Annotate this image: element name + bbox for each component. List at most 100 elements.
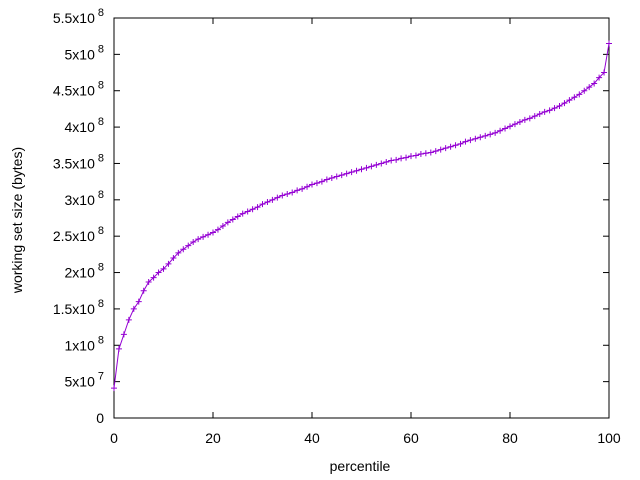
tick-mantissa: 3.5x10 bbox=[53, 155, 95, 171]
point-marker bbox=[606, 40, 612, 47]
point-marker bbox=[536, 111, 543, 117]
point-marker bbox=[482, 132, 489, 139]
x-tick-label: 80 bbox=[502, 430, 518, 446]
point-marker bbox=[135, 298, 142, 305]
tick-mantissa: 3x10 bbox=[65, 192, 96, 208]
point-marker bbox=[214, 226, 221, 233]
point-marker bbox=[289, 189, 296, 196]
point-marker bbox=[591, 80, 598, 87]
point-marker bbox=[363, 164, 370, 171]
point-marker bbox=[299, 185, 306, 192]
point-marker bbox=[442, 145, 449, 152]
point-marker bbox=[234, 213, 241, 220]
y-tick-label: 1x10 8 bbox=[65, 334, 104, 353]
y-tick-label: 2.5x10 8 bbox=[53, 225, 104, 244]
point-marker bbox=[333, 173, 340, 180]
tick-mantissa: 4.5x10 bbox=[53, 83, 95, 99]
y-axis-label: working set size (bytes) bbox=[9, 147, 25, 294]
tick-exponent: 8 bbox=[98, 225, 104, 237]
point-marker bbox=[383, 159, 390, 165]
tick-exponent: 8 bbox=[98, 189, 104, 201]
point-marker bbox=[170, 255, 177, 261]
x-tick-label: 60 bbox=[403, 430, 419, 446]
point-marker bbox=[125, 316, 132, 323]
point-marker bbox=[205, 231, 212, 238]
tick-mantissa: 5x10 bbox=[65, 46, 96, 62]
point-marker bbox=[561, 100, 568, 107]
x-tick-label: 40 bbox=[304, 430, 320, 446]
point-marker bbox=[403, 154, 410, 161]
y-tick-label: 5x10 7 bbox=[65, 371, 104, 390]
point-marker bbox=[398, 155, 405, 162]
x-axis-label: percentile bbox=[330, 458, 391, 474]
point-marker bbox=[417, 151, 424, 157]
y-tick-label: 3x10 8 bbox=[65, 189, 104, 208]
point-marker bbox=[477, 134, 484, 141]
point-marker bbox=[274, 194, 281, 201]
point-marker bbox=[279, 192, 286, 199]
point-marker bbox=[145, 279, 152, 285]
point-marker bbox=[596, 74, 603, 81]
point-marker bbox=[487, 131, 494, 138]
y-tick-label: 0 bbox=[96, 410, 104, 426]
point-marker bbox=[511, 121, 518, 128]
x-tick-label: 0 bbox=[110, 430, 118, 446]
y-tick-label: 5.5x10 8 bbox=[53, 7, 104, 26]
point-marker bbox=[502, 125, 509, 132]
y-tick-label: 4.5x10 8 bbox=[53, 80, 104, 99]
point-marker bbox=[313, 180, 320, 187]
point-marker bbox=[249, 206, 256, 213]
tick-exponent: 7 bbox=[98, 371, 104, 383]
point-marker bbox=[576, 91, 583, 98]
point-marker bbox=[571, 94, 578, 101]
point-marker bbox=[393, 156, 400, 163]
point-marker bbox=[165, 260, 172, 267]
point-marker bbox=[432, 148, 439, 155]
point-marker bbox=[447, 143, 454, 150]
tick-mantissa: 5.5x10 bbox=[53, 10, 95, 26]
x-tick-label: 100 bbox=[597, 430, 621, 446]
tick-exponent: 8 bbox=[98, 43, 104, 55]
point-marker bbox=[472, 135, 479, 142]
point-marker bbox=[516, 119, 523, 125]
tick-exponent: 8 bbox=[98, 80, 104, 92]
tick-exponent: 8 bbox=[98, 116, 104, 128]
tick-mantissa: 1x10 bbox=[65, 337, 96, 353]
point-marker bbox=[526, 115, 533, 122]
point-marker bbox=[427, 149, 434, 156]
point-marker bbox=[180, 246, 187, 253]
point-marker bbox=[259, 201, 266, 208]
point-marker bbox=[155, 269, 162, 276]
point-marker bbox=[185, 242, 192, 249]
point-marker bbox=[556, 103, 563, 109]
point-marker bbox=[130, 305, 137, 312]
point-marker bbox=[467, 137, 474, 144]
tick-mantissa: 2x10 bbox=[65, 265, 96, 281]
point-marker bbox=[150, 274, 157, 281]
point-marker bbox=[378, 160, 385, 167]
series-line bbox=[113, 43, 610, 389]
y-tick-label: 1.5x10 8 bbox=[53, 298, 104, 317]
point-marker bbox=[452, 142, 459, 149]
point-marker bbox=[304, 183, 311, 190]
point-marker bbox=[497, 127, 504, 134]
tick-mantissa: 5x10 bbox=[65, 374, 96, 390]
point-marker bbox=[244, 208, 251, 215]
point-marker bbox=[408, 153, 414, 160]
tick-exponent: 8 bbox=[98, 7, 104, 19]
tick-exponent: 8 bbox=[98, 298, 104, 310]
point-marker bbox=[219, 223, 226, 229]
point-marker bbox=[601, 69, 608, 76]
point-marker bbox=[358, 166, 365, 173]
point-marker bbox=[531, 113, 538, 120]
point-marker bbox=[195, 236, 202, 243]
tick-mantissa: 1.5x10 bbox=[53, 301, 95, 317]
point-marker bbox=[269, 196, 276, 203]
tick-exponent: 8 bbox=[98, 334, 104, 346]
point-marker bbox=[586, 84, 593, 91]
point-marker bbox=[309, 181, 315, 188]
point-marker bbox=[328, 175, 335, 181]
point-marker bbox=[200, 233, 207, 240]
point-marker bbox=[210, 229, 216, 236]
